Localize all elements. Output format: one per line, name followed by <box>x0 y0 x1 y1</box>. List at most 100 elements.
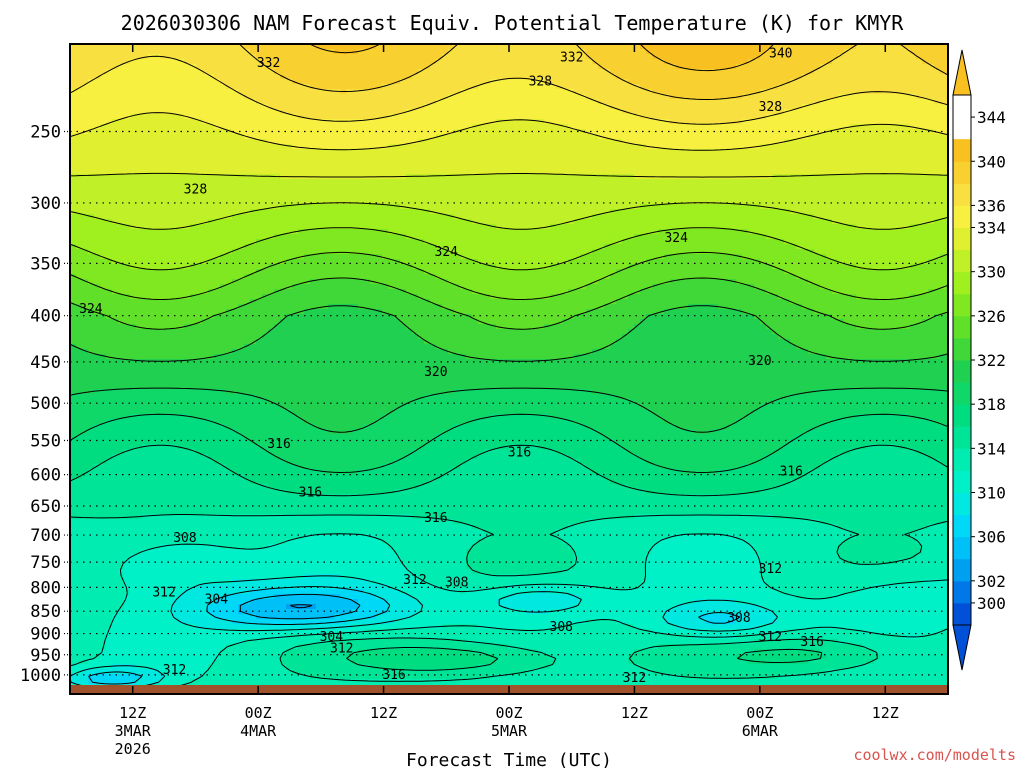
contour-label: 308 <box>550 620 573 635</box>
colorbar-swatch <box>953 470 971 493</box>
colorbar-label: 318 <box>977 395 1006 414</box>
colorbar-top-arrow <box>952 49 972 96</box>
contour-line-336 <box>70 55 948 125</box>
contour-line-322 <box>70 305 948 362</box>
contour-line-314 <box>70 514 948 682</box>
colorbar-swatch <box>953 205 971 228</box>
contour-label: 332 <box>257 56 280 71</box>
colorbar-swatch <box>953 448 971 471</box>
contour-line-310 <box>70 575 778 689</box>
contour-label: 308 <box>173 531 196 546</box>
contour-label: 316 <box>424 511 447 526</box>
y-tick-label: 750 <box>30 553 61 573</box>
x-tick-label: 12Z <box>370 704 397 722</box>
colorbar-swatch <box>953 271 971 295</box>
colorbar-label: 330 <box>977 263 1006 282</box>
contour-line-324 <box>70 277 948 330</box>
contour-label: 312 <box>163 663 186 678</box>
x-tick-label: 00Z <box>495 704 522 722</box>
y-axis: 250 300 350 400 450 500 550 600 650 700 750 800 850 9… <box>20 122 70 686</box>
y-tick-label: 400 <box>30 307 61 327</box>
y-tick-label: 950 <box>30 646 61 666</box>
contour-label: 316 <box>299 486 322 501</box>
contour-label: 312 <box>330 642 353 657</box>
y-tick-label: 500 <box>30 394 61 414</box>
contour-label: 312 <box>759 630 782 645</box>
colorbar-label: 300 <box>977 594 1006 613</box>
colorbar-label: 326 <box>977 307 1006 326</box>
colorbar-label: 344 <box>977 108 1006 127</box>
colorbar-label: 336 <box>977 196 1006 215</box>
colorbar-swatch <box>953 315 971 339</box>
contour-label: 312 <box>759 562 782 577</box>
contour-label: 304 <box>205 592 229 607</box>
y-tick-label: 650 <box>30 497 61 517</box>
x-tick-label: 12Z <box>621 704 648 722</box>
x-tick-label: 4MAR <box>240 722 277 740</box>
contour-label: 320 <box>748 354 771 369</box>
colorbar-label: 314 <box>977 439 1006 458</box>
contour-label: 328 <box>529 74 552 89</box>
contour-label: 316 <box>779 464 802 479</box>
contour-line-308 <box>88 586 741 685</box>
colorbar-swatch <box>953 558 971 582</box>
x-tick-label: 12Z <box>119 704 146 722</box>
colorbar-swatch <box>953 404 971 427</box>
x-axis-label: Forecast Time (UTC) <box>406 750 612 768</box>
y-tick-label: 900 <box>30 625 61 645</box>
y-tick-label: 1000 <box>20 666 61 686</box>
contour-label: 304 <box>320 630 344 645</box>
contour-label: 316 <box>382 668 405 683</box>
contour-label: 320 <box>424 365 447 380</box>
y-tick-label: 450 <box>30 353 61 373</box>
colorbar-swatch <box>953 183 971 206</box>
contour-line-338 <box>238 44 948 100</box>
colorbar-swatch <box>953 293 971 317</box>
contour-line-332 <box>70 172 948 178</box>
colorbar-swatch <box>953 382 971 405</box>
colorbar-swatch <box>953 337 971 361</box>
y-tick-label: 600 <box>30 466 61 486</box>
colorbar-label: 310 <box>977 484 1006 503</box>
credit-text: coolwx.com/modelts <box>853 746 1016 764</box>
contour-label: 324 <box>664 231 688 246</box>
x-tick-label: 6MAR <box>742 722 779 740</box>
y-tick-label: 350 <box>30 254 61 274</box>
colorbar-label: 322 <box>977 351 1006 370</box>
contour-line-328 <box>70 227 948 271</box>
contour-label: 324 <box>435 245 459 260</box>
colorbar-label: 334 <box>977 219 1006 238</box>
y-tick-label: 550 <box>30 432 61 452</box>
contour-line-306 <box>239 593 361 620</box>
colorbar-swatch <box>953 249 971 273</box>
colorbar-swatch <box>953 514 971 538</box>
colorbar-label: 302 <box>977 572 1006 591</box>
contour-line-318 <box>70 413 948 473</box>
x-tick-label: 2026 <box>115 740 151 758</box>
contour-label: 324 <box>79 302 103 317</box>
colorbar-swatch <box>953 227 971 251</box>
x-tick-label: 00Z <box>746 704 773 722</box>
x-tick-label: 12Z <box>872 704 899 722</box>
x-tick-label: 5MAR <box>491 722 528 740</box>
colorbar-swatch <box>953 536 971 560</box>
colorbar-swatch <box>953 580 971 604</box>
contour-label: 332 <box>560 50 583 65</box>
contour-line-334 <box>70 112 948 151</box>
colorbar-label: 340 <box>977 152 1006 171</box>
colorbar-label: 306 <box>977 528 1006 547</box>
contour-label: 340 <box>769 47 792 62</box>
y-tick-label: 300 <box>30 194 61 214</box>
colorbar-swatch <box>953 426 971 449</box>
contour-label: 312 <box>623 671 646 686</box>
colorbar-swatch <box>953 139 971 162</box>
contour-label: 312 <box>403 573 426 588</box>
y-tick-label: 800 <box>30 578 61 598</box>
contour-label: 328 <box>184 183 207 198</box>
contour-label: 328 <box>759 100 782 115</box>
contour-label: 312 <box>152 585 175 600</box>
colorbar-swatch <box>953 161 971 184</box>
contour-line-316 <box>70 444 948 671</box>
